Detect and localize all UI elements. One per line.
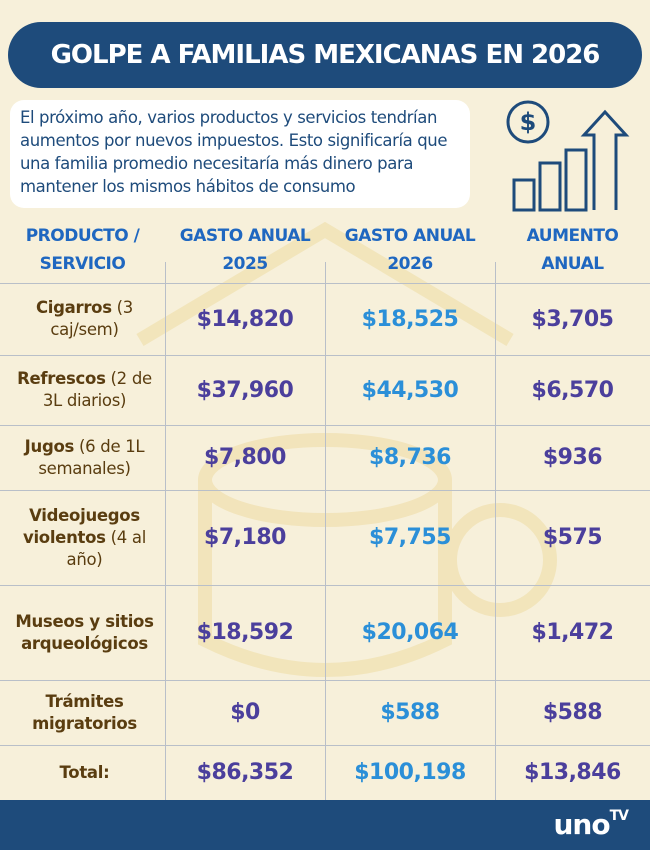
value-cell: $8,736 xyxy=(369,445,451,470)
product-name: Videojuegos violentos xyxy=(22,505,140,547)
product-text: Trámites migratorios xyxy=(12,691,157,735)
row-divider xyxy=(0,745,650,746)
total-value: $86,352 xyxy=(196,760,294,785)
brand: uno xyxy=(553,808,611,841)
row-divider xyxy=(0,585,650,586)
product-cell: Trámites migratorios xyxy=(12,680,157,745)
value-cell: $936 xyxy=(542,445,603,470)
value-cell: $37,960 xyxy=(196,377,294,403)
value-cell: $0 xyxy=(230,700,260,725)
column-header: AUMENTO ANUAL xyxy=(526,226,619,274)
product-name: Museos y sitios arqueológicos xyxy=(15,611,154,653)
value-cell: $44,530 xyxy=(361,377,459,403)
column-divider xyxy=(165,262,166,800)
product-cell: Jugos (6 de 1L semanales) xyxy=(12,425,157,490)
value-cell: $588 xyxy=(542,700,603,725)
value-cell: $575 xyxy=(542,525,603,550)
product-detail: (4 al año) xyxy=(66,527,147,569)
product-cell: Museos y sitios arqueológicos xyxy=(12,585,157,680)
product-cell: Refrescos (2 de 3L diarios) xyxy=(12,355,157,425)
value-cell: $7,755 xyxy=(369,525,451,550)
product-text: Museos y sitios arqueológicos xyxy=(12,611,157,655)
product-cell: Videojuegos violentos (4 al año) xyxy=(12,490,157,585)
dollar-icon: $ xyxy=(520,108,537,136)
product-text: Refrescos (2 de 3L diarios) xyxy=(12,368,157,412)
product-name: Trámites migratorios xyxy=(32,691,137,733)
product-text: Cigarros (3 caj/sem) xyxy=(12,297,157,341)
value-cell: $18,525 xyxy=(361,306,459,332)
product-detail: (2 de 3L diarios) xyxy=(42,369,152,410)
total-value: $100,198 xyxy=(354,760,466,785)
product-text: Jugos (6 de 1L semanales) xyxy=(12,436,157,480)
product-text: Videojuegos violentos (4 al año) xyxy=(12,505,157,571)
total-value: $13,846 xyxy=(524,760,621,785)
value-cell: $18,592 xyxy=(196,620,294,645)
column-divider xyxy=(325,262,326,800)
title: GOLPE A FAMILIAS MEXICANAS EN 2026 xyxy=(8,22,642,88)
value-cell: $20,064 xyxy=(361,620,459,645)
product-cell: Cigarros (3 caj/sem) xyxy=(12,283,157,355)
column-header: PRODUCTO / SERVICIO xyxy=(25,226,140,274)
intro-text: El próximo año, varios productos y servi… xyxy=(10,100,470,208)
product-detail: (6 de 1L semanales) xyxy=(38,436,145,478)
value-cell: $7,800 xyxy=(204,445,286,470)
row-divider xyxy=(0,680,650,681)
brand-tv: TV xyxy=(609,808,629,824)
column-header: GASTO ANUAL 2025 xyxy=(179,226,311,274)
column-divider xyxy=(495,262,496,800)
product-name: Refrescos xyxy=(17,369,106,388)
product-name: Cigarros xyxy=(35,298,112,317)
value-cell: $1,472 xyxy=(531,620,614,645)
brand-logo: unoTV xyxy=(553,808,630,841)
value-cell: $7,180 xyxy=(204,525,286,550)
value-cell: $14,820 xyxy=(196,306,294,332)
value-cell: $588 xyxy=(380,700,440,725)
product-detail: (3 caj/sem) xyxy=(50,298,134,339)
footer xyxy=(0,800,650,850)
value-cell: $6,570 xyxy=(531,377,614,403)
total-label: Total: xyxy=(59,762,110,782)
value-cell: $3,705 xyxy=(531,306,614,332)
row-divider xyxy=(0,283,650,284)
row-divider xyxy=(0,425,650,426)
row-divider xyxy=(0,355,650,356)
product-name: Jugos xyxy=(24,436,75,456)
column-header: GASTO ANUAL 2026 xyxy=(344,226,476,274)
row-divider xyxy=(0,490,650,491)
